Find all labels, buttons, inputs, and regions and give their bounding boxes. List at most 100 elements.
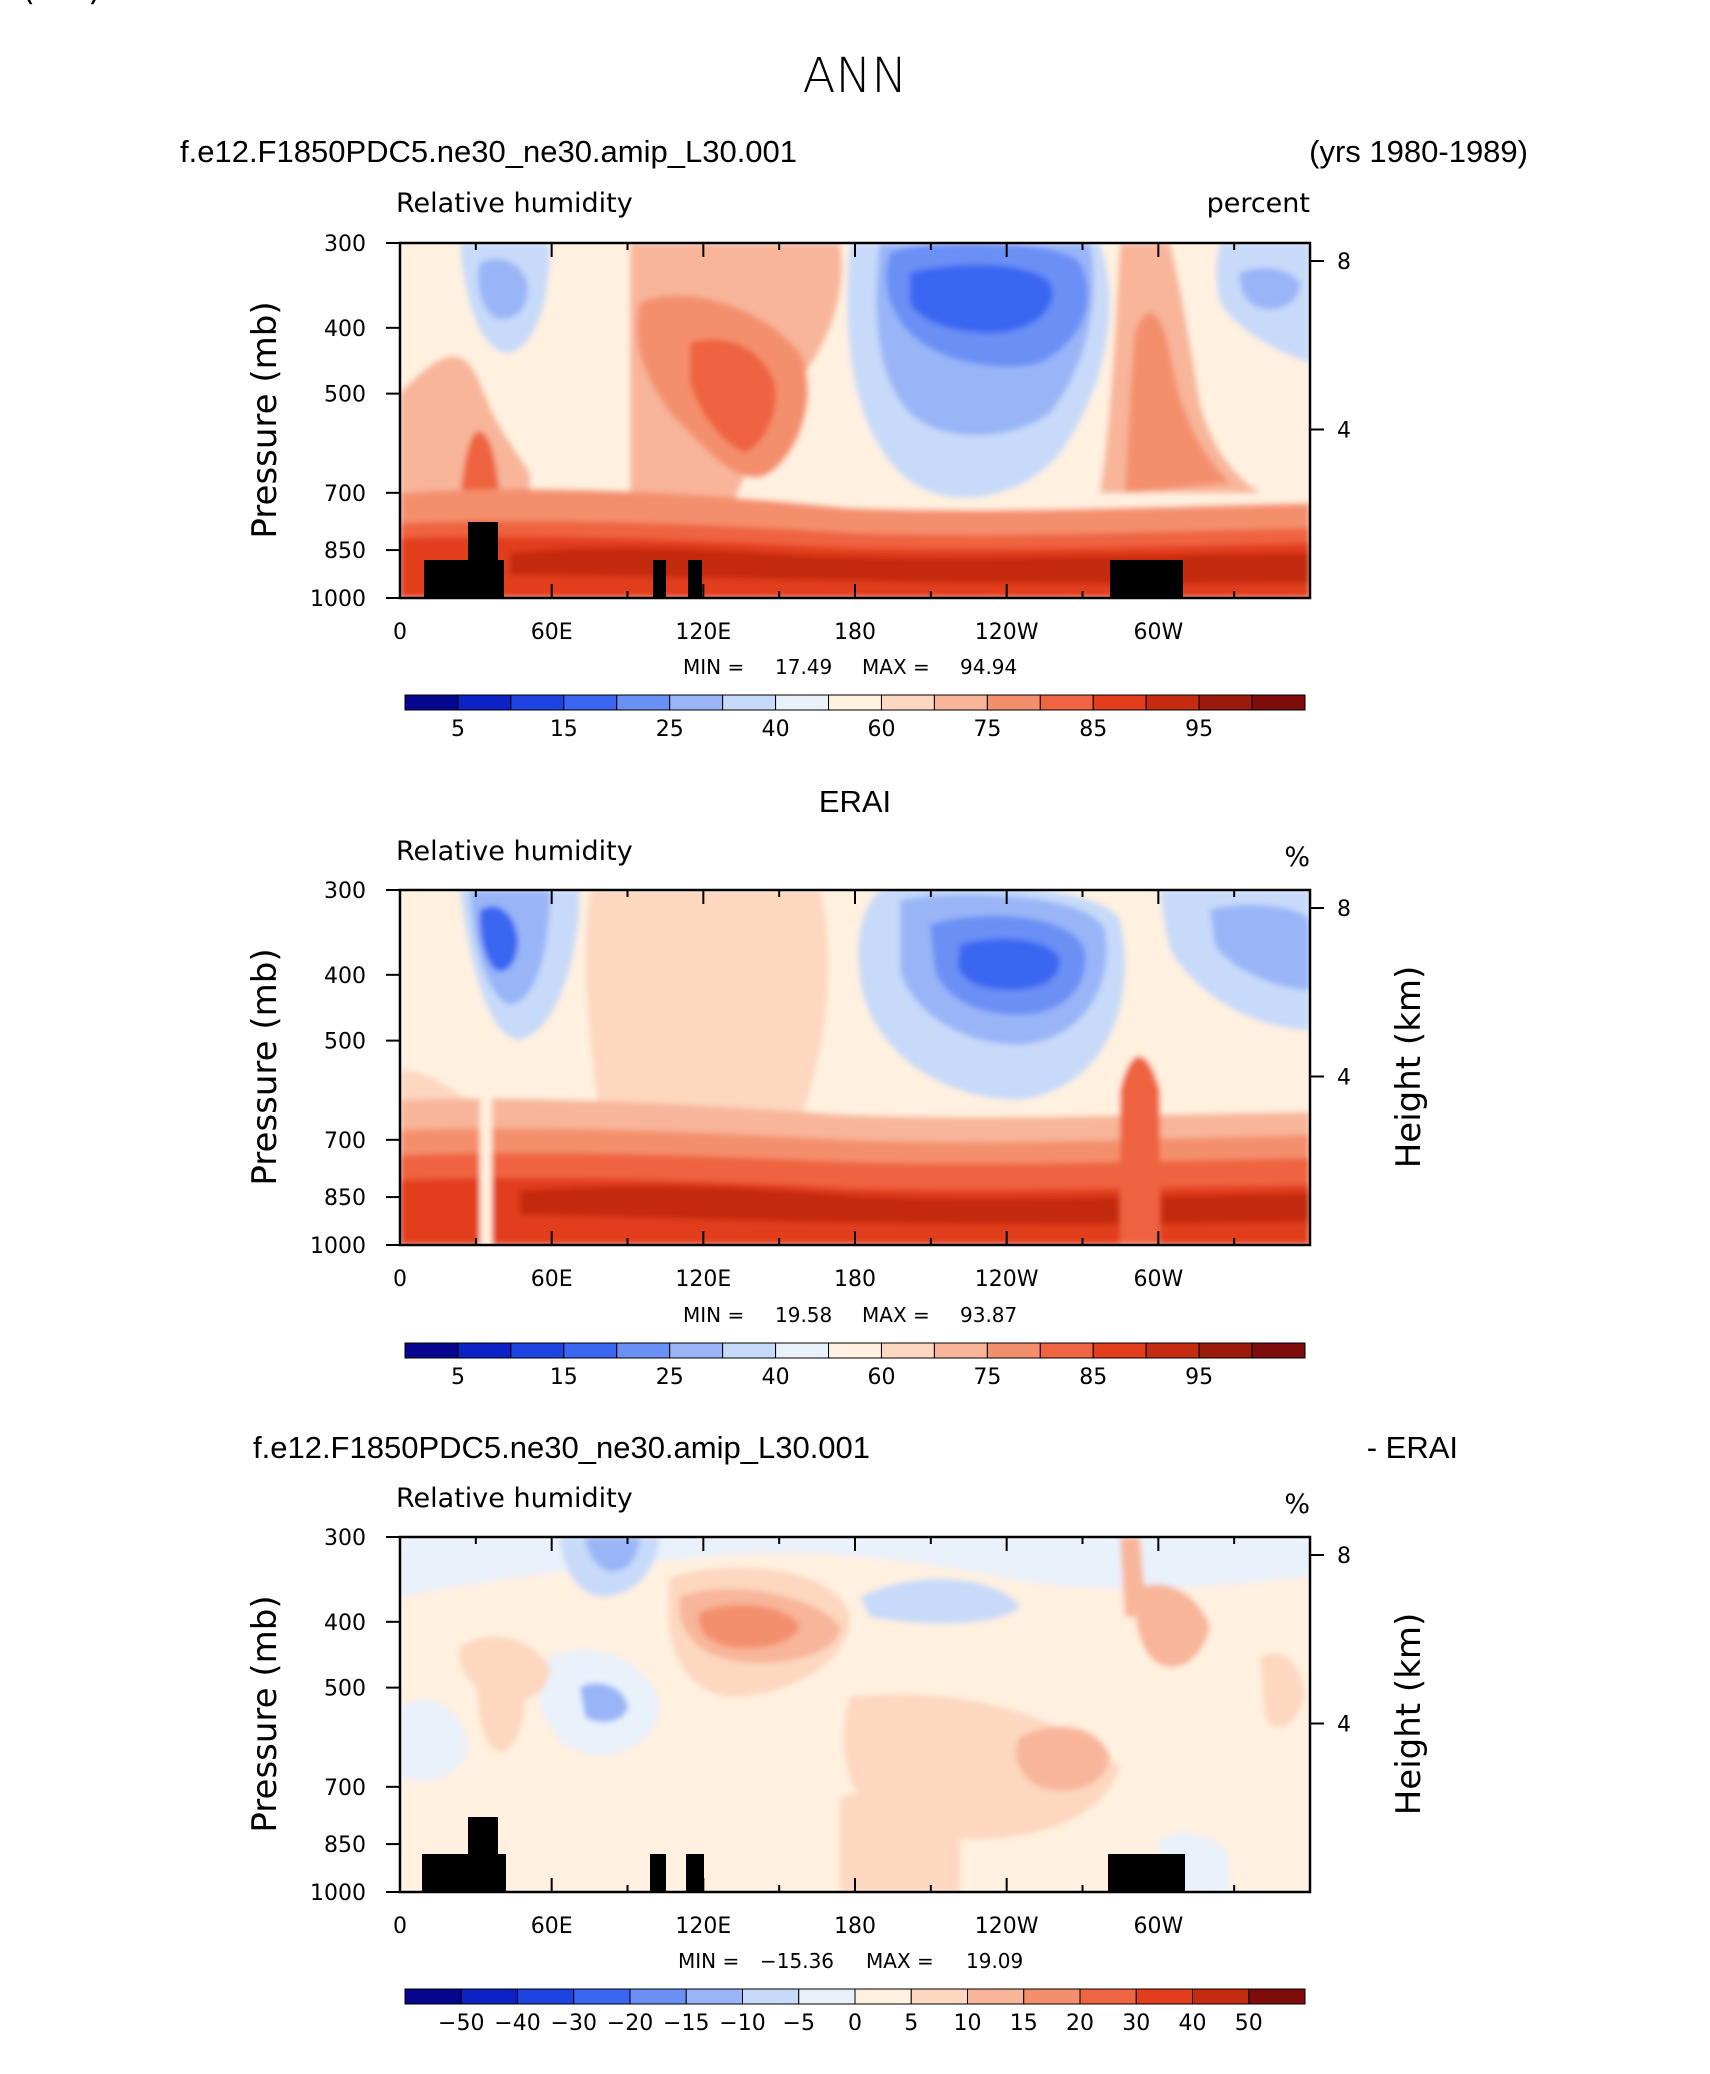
y-tick-label: 700 [324,1129,366,1154]
terrain-mask-model [424,522,1183,598]
x-tick-label: 180 [834,620,876,645]
max-value-model: 94.94 [960,655,1017,679]
figure-title: ANN [803,48,908,104]
colorbar-label: 5 [904,2011,918,2036]
min-value-difference: −15.36 [760,1949,834,1973]
panel-difference: 0 60E 120E 180 120W 60W300400500700850100084 … [245,1483,1429,2036]
max-label-difference: MAX = [866,1949,934,1973]
panel-subtitle-model: Relative humidity [396,188,633,219]
colorbar-label: −30 [551,2011,597,2036]
units-label-model: percent [1207,188,1310,219]
colorbar-swatch [798,1988,856,2005]
colorbar-swatch [457,694,512,711]
terrain-mask-difference [422,1817,1185,1892]
y2-tick-label: 4 [1337,419,1351,444]
colorbar-label: 5 [451,717,465,742]
colorbar-swatch [629,1988,687,2005]
axes-difference: 0 60E 120E 180 120W 60W 300 400 500 700 850 1000 8 4 [310,1526,1351,1939]
colorbar-swatch [722,694,777,711]
colorbar-label: 10 [954,2011,982,2036]
colorbar-label: −20 [607,2011,653,2036]
colorbar-label: 95 [1185,1365,1213,1390]
y-tick-label: 400 [324,317,366,342]
colorbar-swatch [404,694,459,711]
y-tick-label: 700 [324,482,366,507]
x-tick-label: 0 [393,1914,407,1939]
colorbar-label: −15 [663,2011,709,2036]
colorbar-swatch [1135,1988,1193,2005]
colorbar-swatch [457,1342,512,1359]
colorbar-swatch [986,694,1041,711]
x-tick-label: 180 [834,1914,876,1939]
panel-subtitle-observations: Relative humidity [396,836,633,867]
colorbar-label: 40 [762,717,790,742]
colorbar-observations: 5 15 25 40 60 75 85 95 [404,1342,1306,1390]
y2-tick-label: 4 [1337,1066,1351,1091]
colorbar-swatch [460,1988,518,2005]
colorbar-swatch [1248,1988,1306,2005]
colorbar-label: −50 [438,2011,484,2036]
colorbar-swatch [722,1342,777,1359]
x-tick-label: 120E [675,620,731,645]
colorbar-difference: −50 −40 −30 −20 −15 −10 −5 0 5 10 15 20 30 40 50 [404,1988,1306,2036]
y2-tick-label: 8 [1337,250,1351,275]
contour-field-difference [400,1537,1310,1892]
colorbar-label: 40 [1179,2011,1207,2036]
x-tick-label: 60E [531,1267,573,1292]
colorbar-swatch [828,694,882,711]
y2-tick-label: 8 [1337,1544,1351,1569]
colorbar-swatch [880,1342,935,1359]
max-value-difference: 19.09 [966,1949,1023,1973]
colorbar-swatch [880,694,935,711]
x-tick-label: 0 [393,1267,407,1292]
colorbar-label: −40 [494,2011,540,2036]
colorbar-label: 60 [867,717,895,742]
y2-tick-label: 8 [1337,897,1351,922]
y-tick-label: 850 [324,539,366,564]
y-tick-label: 850 [324,1833,366,1858]
colorbar-model: 5 15 25 40 60 75 85 95 [404,694,1306,742]
diff-case-label: f.e12.F1850PDC5.ne30_ne30.amip_L30.001 [253,1430,870,1465]
x-tick-label: 60E [531,1914,573,1939]
colorbar-swatch [616,694,671,711]
y-tick-label: 300 [324,879,366,904]
y-axis-label-observations: Pressure (mb) [245,948,285,1185]
colorbar-swatch [616,1342,671,1359]
colorbar-swatch [742,1988,800,2005]
colorbar-label: 85 [1079,1365,1107,1390]
colorbar-swatch [510,694,565,711]
units-label-observations: % [1284,842,1310,873]
colorbar-swatch [685,1988,743,2005]
y-tick-label: 500 [324,1030,366,1055]
colorbar-swatch [1192,1988,1250,2005]
colorbar-label: 15 [550,717,578,742]
x-tick-label: 60W [1133,1267,1183,1292]
x-tick-label: 60E [531,620,573,645]
colorbar-swatch [986,1342,1041,1359]
max-value-observations: 93.87 [960,1303,1017,1327]
colorbar-swatch [573,1988,631,2005]
colorbar-swatch [563,694,618,711]
colorbar-swatch [933,694,988,711]
colorbar-swatch [517,1988,575,2005]
colorbar-label: 95 [1185,717,1213,742]
contour-field-observations [400,890,1310,1245]
colorbar-label: 75 [973,1365,1001,1390]
y-tick-label: 700 [324,1776,366,1801]
diff-ref-label: - ERAI [1367,1430,1458,1465]
y-axis-label-model: Pressure (mb) [245,301,285,538]
x-tick-label: 180 [834,1267,876,1292]
y-tick-label: 400 [324,964,366,989]
min-label-observations: MIN = [683,1303,744,1327]
colorbar-label: −5 [783,2011,815,2036]
axes-model: 0 60E 120E 180 120W 60W 300 400 500 700 850 1000 8 4 [310,232,1351,645]
colorbar-swatch [510,1342,565,1359]
colorbar-label: 40 [762,1365,790,1390]
colorbar-label: 0 [848,2011,862,2036]
colorbar-swatch [1198,1342,1253,1359]
colorbar-swatch [1251,1342,1306,1359]
colorbar-label: 60 [867,1365,895,1390]
x-tick-label: 120E [675,1267,731,1292]
x-tick-label: 120E [675,1914,731,1939]
case-name-label: f.e12.F1850PDC5.ne30_ne30.amip_L30.001 [180,134,797,169]
